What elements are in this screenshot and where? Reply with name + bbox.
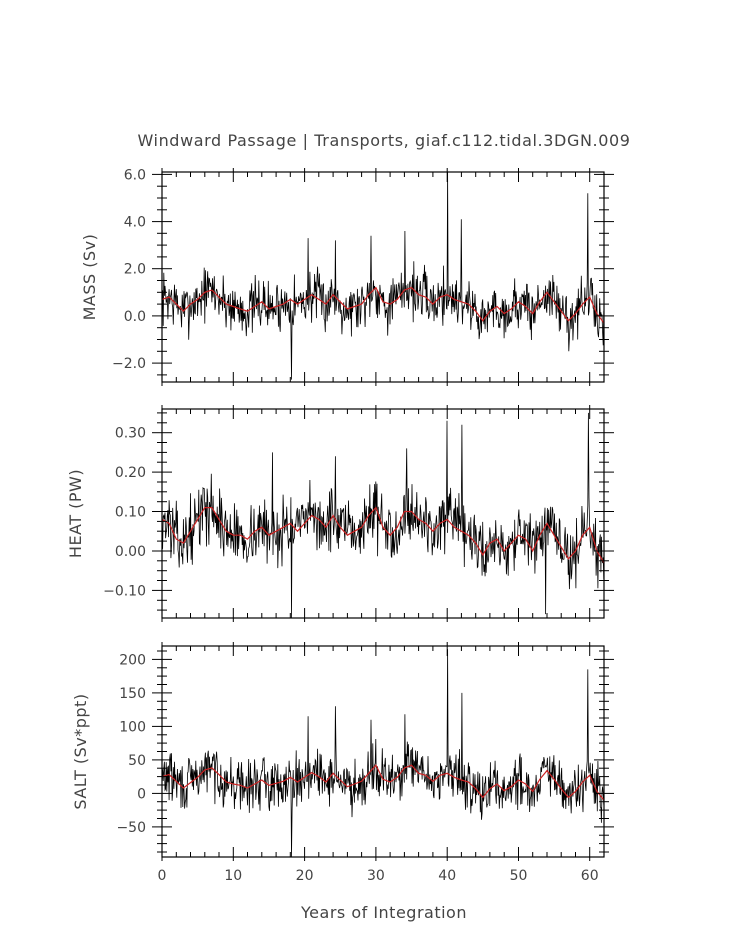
x-tick-label: 60: [581, 868, 599, 884]
y-tick-label: −0.10: [103, 583, 146, 599]
y-tick-label: 0: [137, 786, 146, 802]
plot-frame: [161, 171, 605, 383]
x-tick-label: 0: [158, 868, 167, 884]
x-tick-label: 50: [510, 868, 528, 884]
y-tick-label: 0.10: [115, 505, 146, 521]
x-tick-label: 40: [438, 868, 456, 884]
y-tick-label: 100: [119, 719, 146, 735]
chart-title: Windward Passage | Transports, giaf.c112…: [137, 131, 630, 150]
panel-heat: −0.10 0.00 0.10 0.20 0.30 HEAT (PW): [66, 405, 614, 622]
x-tick-label: 10: [224, 868, 242, 884]
x-axis-title: Years of Integration: [300, 903, 467, 922]
panel-data: [162, 649, 604, 857]
y-tick-label: 0.20: [115, 465, 146, 481]
x-tick-label: 20: [296, 868, 314, 884]
y-axis-title: MASS (Sv): [80, 234, 99, 321]
plot-frame: [161, 645, 605, 858]
y-tick-label: 2.0: [124, 262, 146, 278]
series-smoothed-line: [162, 286, 604, 324]
series-monthly-line: [162, 649, 604, 857]
y-tick-label: 0.0: [124, 309, 146, 325]
y-axis-title: HEAT (PW): [66, 469, 85, 558]
y-tick-label: 0.00: [115, 544, 146, 560]
y-tick-label: −50: [116, 820, 146, 836]
series-monthly-line: [162, 412, 604, 618]
y-tick-label: 50: [128, 753, 146, 769]
series-smoothed-line: [162, 764, 604, 801]
y-tick-label: 4.0: [124, 215, 146, 231]
y-tick-label: 200: [119, 652, 146, 668]
y-tick-label: −2.0: [112, 356, 146, 372]
series-smoothed-line: [162, 506, 604, 564]
y-tick-label: 150: [119, 686, 146, 702]
panel-mass: −2.0 0.0 2.0 4.0 6.0 MASS (Sv): [80, 167, 614, 386]
x-tick-label: 30: [367, 868, 385, 884]
y-axis-title: SALT (Sv*ppt): [71, 693, 90, 809]
series-monthly-line: [162, 172, 604, 380]
panel-salt: −50 0 50 100 150 200 SALT (Sv*ppt) 0 10 20 30 40 50 6…: [71, 642, 614, 884]
plot-frame: [161, 408, 605, 619]
y-tick-label: 0.30: [115, 426, 146, 442]
panel-data: [162, 172, 604, 380]
y-tick-label: 6.0: [124, 167, 146, 183]
panel-data: [162, 412, 604, 618]
